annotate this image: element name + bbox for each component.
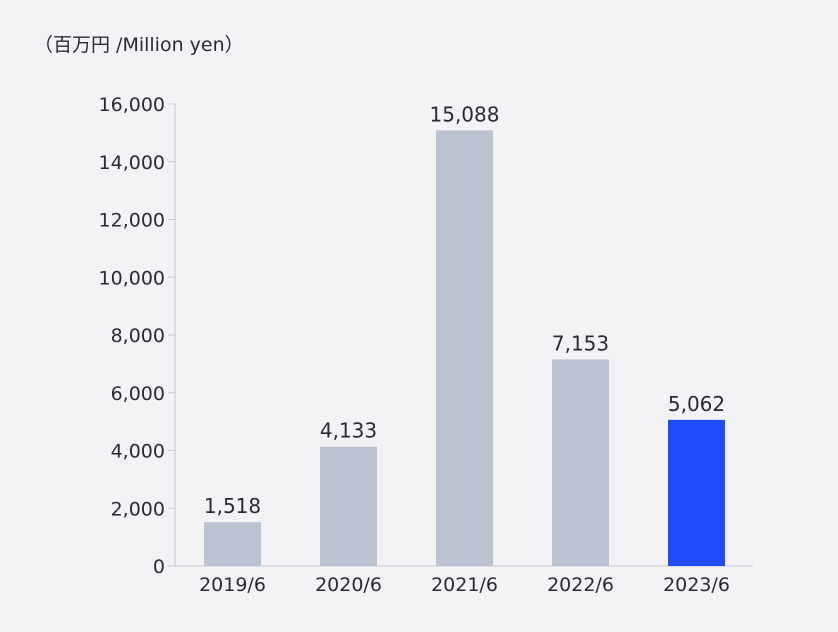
y-tick-label: 6,000 (111, 383, 165, 405)
y-tick-label: 8,000 (111, 325, 165, 347)
bar-2020-6 (320, 446, 377, 566)
x-tick-label: 2023/6 (663, 574, 730, 596)
bar-2023-6 (668, 419, 725, 566)
y-tick-label: 0 (153, 556, 165, 578)
unit-label: （百万円 /Million yen） (34, 34, 244, 56)
bars (204, 130, 725, 567)
y-tick-label: 2,000 (111, 498, 165, 520)
bar-value-label: 15,088 (430, 102, 500, 126)
y-axis: 0 2,000 4,000 6,000 8,000 10,000 12,000 14,000 1… (99, 94, 176, 578)
y-tick-label: 4,000 (111, 441, 165, 463)
bar-2021-6 (436, 130, 493, 567)
y-tick-label: 12,000 (99, 210, 165, 232)
bar-2022-6 (552, 359, 609, 566)
x-axis: 2019/6 2020/6 2021/6 2022/6 2023/6 (175, 565, 753, 596)
bar-2019-6 (204, 522, 261, 566)
y-tick-label: 10,000 (99, 267, 165, 289)
x-tick-label: 2020/6 (315, 574, 382, 596)
y-tick-label: 16,000 (99, 94, 165, 116)
data-labels: 1,518 4,133 15,088 7,153 5,062 (204, 102, 725, 518)
x-tick-label: 2021/6 (431, 574, 498, 596)
x-tick-label: 2022/6 (547, 574, 614, 596)
bar-value-label: 7,153 (552, 331, 609, 355)
bar-value-label: 5,062 (668, 392, 725, 416)
x-tick-label: 2019/6 (199, 574, 266, 596)
y-tick-label: 14,000 (99, 152, 165, 174)
bar-value-label: 4,133 (320, 419, 377, 443)
bar-value-label: 1,518 (204, 494, 261, 518)
